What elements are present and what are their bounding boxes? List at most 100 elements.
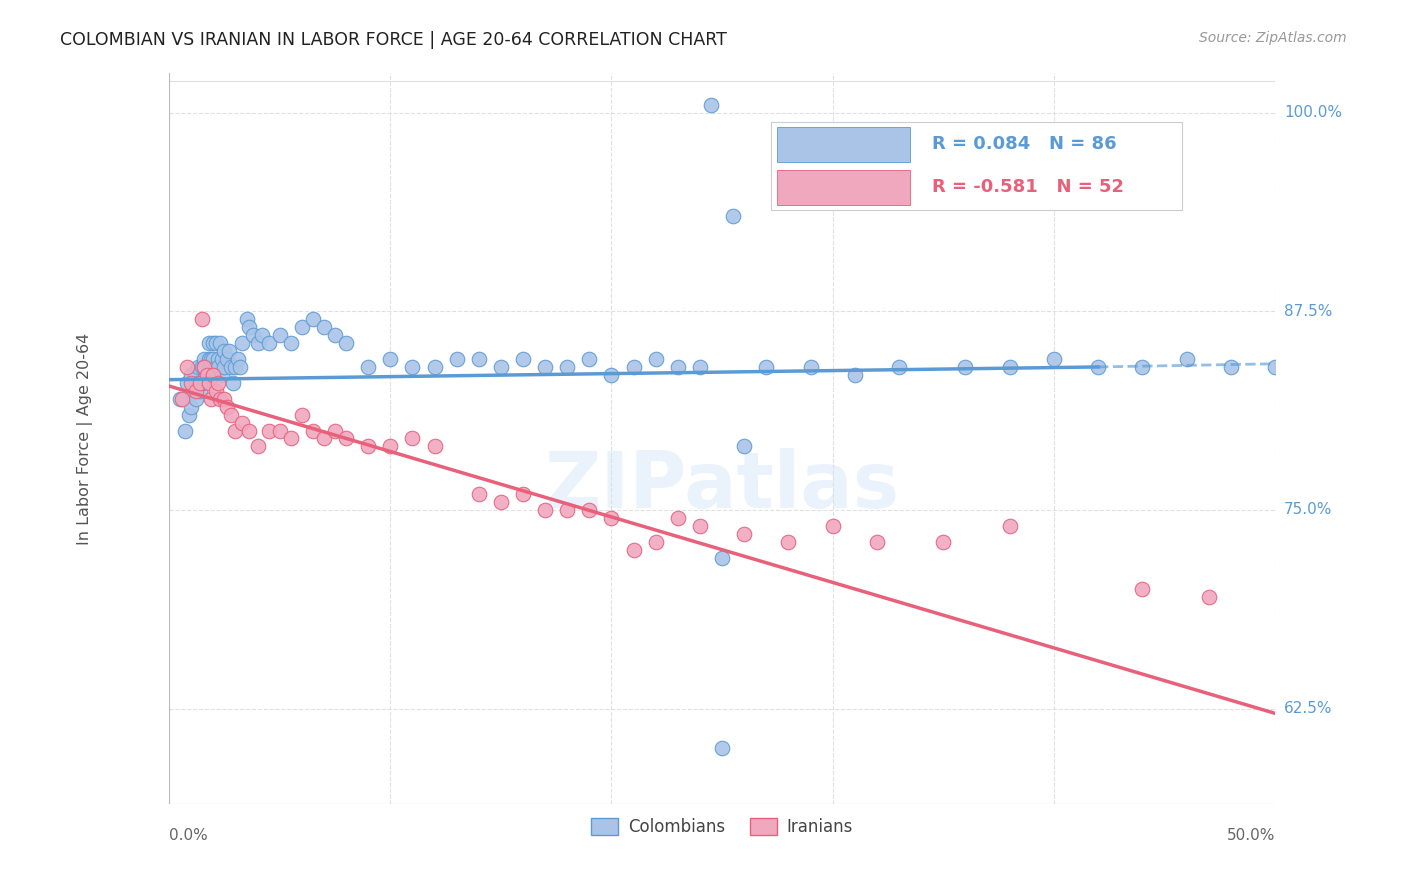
Point	[215, 351, 238, 366]
Point	[323, 328, 346, 343]
Point	[184, 384, 207, 398]
Text: COLOMBIAN VS IRANIAN IN LABOR FORCE | AGE 20-64 CORRELATION CHART: COLOMBIAN VS IRANIAN IN LABOR FORCE | AG…	[60, 31, 727, 49]
Point	[1130, 359, 1153, 374]
Text: R = -0.581   N = 52: R = -0.581 N = 52	[932, 178, 1125, 196]
Point	[200, 351, 222, 366]
Point	[821, 519, 844, 533]
Point	[323, 424, 346, 438]
Point	[644, 534, 666, 549]
Text: 75.0%: 75.0%	[1284, 502, 1333, 517]
Point	[269, 328, 291, 343]
Text: In Labor Force | Age 20-64: In Labor Force | Age 20-64	[77, 333, 93, 545]
Point	[778, 534, 800, 549]
Point	[302, 424, 325, 438]
Text: ZIPatlas: ZIPatlas	[544, 448, 900, 524]
Point	[423, 359, 446, 374]
Point	[238, 424, 260, 438]
Point	[188, 376, 211, 390]
Point	[176, 376, 198, 390]
Point	[446, 351, 468, 366]
FancyBboxPatch shape	[778, 127, 910, 162]
Point	[312, 320, 335, 334]
Text: 87.5%: 87.5%	[1284, 304, 1333, 318]
Point	[235, 312, 257, 326]
Text: 50.0%: 50.0%	[1226, 828, 1275, 843]
Point	[711, 741, 734, 756]
Point	[666, 511, 689, 525]
Point	[468, 351, 491, 366]
Point	[555, 359, 578, 374]
Point	[380, 439, 402, 453]
Point	[207, 351, 229, 366]
Point	[1198, 591, 1220, 605]
Point	[357, 359, 380, 374]
Point	[755, 359, 778, 374]
Point	[468, 487, 491, 501]
Point	[1043, 351, 1066, 366]
Point	[1130, 582, 1153, 597]
Point	[177, 408, 200, 422]
Point	[257, 336, 280, 351]
Point	[184, 392, 207, 406]
Point	[219, 408, 242, 422]
Point	[423, 439, 446, 453]
Point	[534, 359, 557, 374]
Point	[246, 336, 269, 351]
Point	[932, 534, 955, 549]
FancyBboxPatch shape	[770, 122, 1182, 210]
Point	[208, 392, 231, 406]
Point	[202, 336, 225, 351]
Point	[1264, 359, 1286, 374]
Legend: Colombians, Iranians: Colombians, Iranians	[585, 812, 859, 843]
Point	[204, 359, 226, 374]
Point	[173, 424, 195, 438]
Point	[242, 328, 264, 343]
Text: 0.0%: 0.0%	[169, 828, 208, 843]
Point	[312, 432, 335, 446]
Point	[180, 368, 202, 382]
Point	[644, 351, 666, 366]
Point	[489, 495, 512, 509]
Point	[623, 359, 645, 374]
Point	[193, 359, 215, 374]
Point	[666, 359, 689, 374]
Point	[193, 359, 215, 374]
FancyBboxPatch shape	[778, 169, 910, 205]
Point	[1087, 359, 1109, 374]
Point	[700, 97, 723, 112]
Point	[204, 336, 226, 351]
Point	[176, 359, 198, 374]
Point	[257, 424, 280, 438]
Point	[250, 328, 273, 343]
Point	[218, 344, 240, 359]
Point	[193, 351, 215, 366]
Point	[200, 359, 222, 374]
Point	[887, 359, 910, 374]
Point	[195, 368, 218, 382]
Point	[215, 400, 238, 414]
Point	[191, 376, 214, 390]
Point	[721, 209, 744, 223]
Point	[335, 336, 357, 351]
Point	[207, 376, 229, 390]
Point	[578, 503, 600, 517]
Point	[211, 351, 233, 366]
Point	[187, 376, 209, 390]
Point	[401, 359, 423, 374]
Point	[211, 368, 233, 382]
Point	[280, 432, 302, 446]
Point	[219, 359, 242, 374]
Point	[231, 336, 253, 351]
Point	[1219, 359, 1241, 374]
Point	[998, 359, 1021, 374]
Point	[534, 503, 557, 517]
Point	[623, 542, 645, 557]
Point	[198, 359, 221, 374]
Point	[172, 392, 194, 406]
Point	[578, 351, 600, 366]
Point	[998, 519, 1021, 533]
Point	[222, 376, 245, 390]
Point	[238, 320, 260, 334]
Text: 62.5%: 62.5%	[1284, 701, 1333, 716]
Point	[224, 359, 246, 374]
